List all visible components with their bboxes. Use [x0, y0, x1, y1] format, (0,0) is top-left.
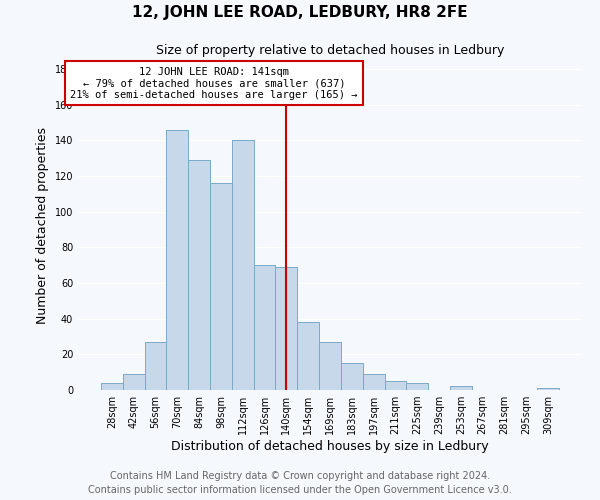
Text: 12 JOHN LEE ROAD: 141sqm
← 79% of detached houses are smaller (637)
21% of semi-: 12 JOHN LEE ROAD: 141sqm ← 79% of detach…: [70, 66, 358, 100]
Text: 12, JOHN LEE ROAD, LEDBURY, HR8 2FE: 12, JOHN LEE ROAD, LEDBURY, HR8 2FE: [132, 5, 468, 20]
Bar: [232, 140, 254, 390]
Title: Size of property relative to detached houses in Ledbury: Size of property relative to detached ho…: [156, 44, 504, 58]
Bar: [385, 381, 406, 390]
Bar: [363, 374, 385, 390]
Y-axis label: Number of detached properties: Number of detached properties: [36, 126, 49, 324]
Bar: [450, 386, 472, 390]
Bar: [319, 342, 341, 390]
Bar: [188, 160, 210, 390]
Bar: [297, 322, 319, 390]
Bar: [166, 130, 188, 390]
Bar: [145, 342, 166, 390]
Bar: [406, 383, 428, 390]
Bar: [275, 267, 297, 390]
Bar: [254, 265, 275, 390]
X-axis label: Distribution of detached houses by size in Ledbury: Distribution of detached houses by size …: [171, 440, 489, 453]
Bar: [537, 388, 559, 390]
Bar: [341, 363, 363, 390]
Text: Contains HM Land Registry data © Crown copyright and database right 2024.
Contai: Contains HM Land Registry data © Crown c…: [88, 471, 512, 495]
Bar: [101, 383, 123, 390]
Bar: [123, 374, 145, 390]
Bar: [210, 183, 232, 390]
